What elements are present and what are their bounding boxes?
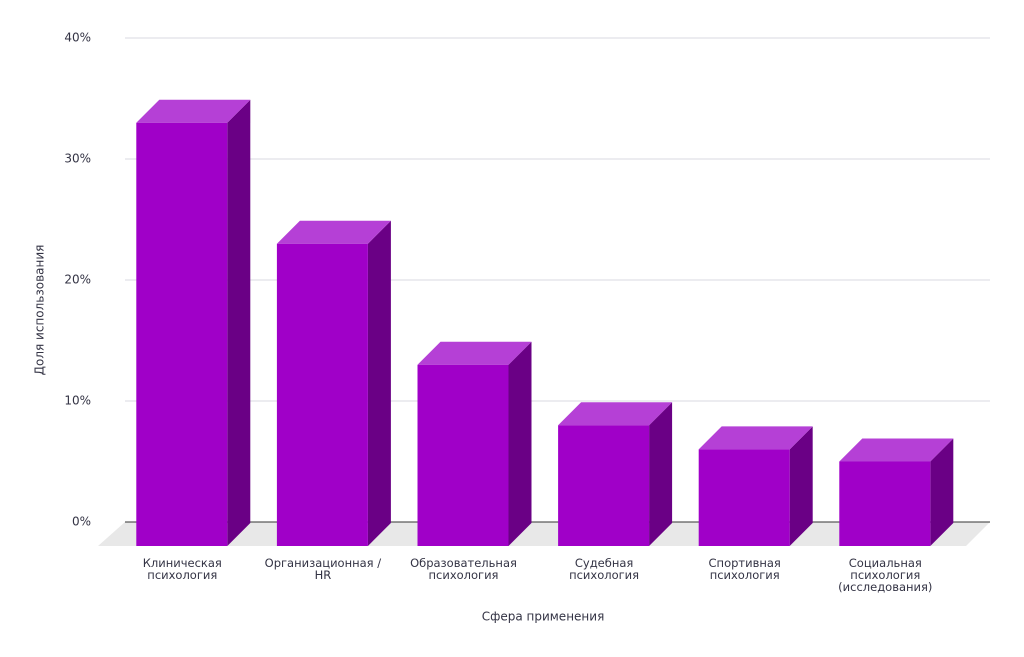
bar [417, 341, 532, 546]
bar-front [698, 449, 790, 546]
y-tick-label: 10% [64, 394, 91, 408]
bar-top [417, 341, 532, 365]
bar-side [789, 426, 813, 546]
bar [276, 220, 391, 546]
bar-side [649, 402, 673, 546]
bar-front [276, 243, 368, 546]
bar-top [136, 99, 251, 123]
y-tick-label: 20% [64, 273, 91, 287]
x-tick-label: Образовательная психология [410, 556, 517, 582]
bar-top [698, 426, 813, 450]
y-tick-label: 40% [64, 31, 91, 45]
bar [558, 402, 673, 546]
bar-side [227, 99, 251, 546]
bar-front [558, 425, 650, 546]
y-axis-title: Доля использования [33, 245, 47, 376]
bar-side [367, 220, 391, 546]
bar-side [930, 438, 954, 546]
y-tick-label: 0% [72, 515, 91, 529]
x-tick-label: Клиническая психология [142, 556, 222, 582]
bar [839, 438, 954, 546]
bar-top [558, 402, 673, 426]
bar-top [276, 220, 391, 244]
bar-side [508, 341, 532, 546]
x-tick-label: Социальная психология (исследования) [838, 556, 933, 594]
x-axis-title: Сфера применения [482, 610, 605, 624]
y-tick-label: 30% [64, 152, 91, 166]
bar-front [839, 461, 931, 546]
bar-top [839, 438, 954, 462]
bar-front [136, 122, 228, 546]
bar-front [417, 364, 509, 546]
bar [136, 99, 251, 546]
x-tick-label: Организационная / HR [264, 556, 382, 582]
x-tick-label: Судебная психология [569, 556, 640, 582]
x-tick-label: Спортивная психология [708, 556, 781, 582]
bar [698, 426, 813, 546]
